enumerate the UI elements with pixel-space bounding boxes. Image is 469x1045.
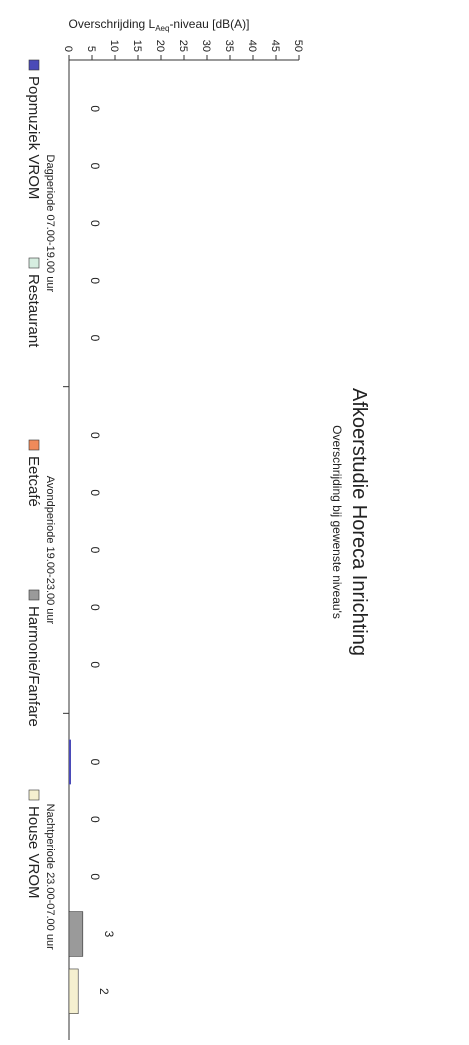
legend-swatch — [28, 439, 40, 451]
bar — [68, 911, 84, 957]
data-label: 0 — [88, 105, 102, 112]
y-tick-label: 5 — [85, 46, 97, 52]
data-label: 0 — [88, 335, 102, 342]
y-tick-label: 15 — [131, 40, 143, 52]
data-label: 0 — [88, 759, 102, 766]
legend-label: House VROM — [25, 806, 42, 899]
y-tick-label: 35 — [223, 40, 235, 52]
data-label: 3 — [102, 931, 116, 938]
data-label: 0 — [88, 547, 102, 554]
period-label: Dagperiode 07.00-19.00 uur — [44, 155, 56, 293]
legend-swatch — [28, 789, 40, 801]
y-tick-label: 20 — [154, 40, 166, 52]
y-tick-label: 0 — [62, 46, 74, 52]
axes — [63, 59, 299, 1040]
bar — [69, 739, 71, 785]
chart-subtitle: Overschrijding bij gewenste niveau's — [330, 425, 344, 619]
y-tick-label: 10 — [108, 40, 120, 52]
legend-swatch — [28, 589, 40, 601]
y-tick-label: 25 — [177, 40, 189, 52]
legend-swatch — [28, 257, 40, 269]
value-labels: 0 0 0 0 0 0 0 0 0 0 0 0 0 3 2 — [88, 105, 116, 995]
y-tick-label: 45 — [269, 40, 281, 52]
y-tick-label: 30 — [200, 40, 212, 52]
data-label: 0 — [88, 816, 102, 823]
y-axis-title-main: Overschrijding L — [69, 17, 156, 31]
legend-label: Harmonie/Fanfare — [25, 606, 42, 727]
y-axis-title-sub: Aeq — [155, 24, 169, 33]
data-label: 0 — [88, 163, 102, 170]
bar — [68, 968, 79, 1014]
data-label: 0 — [88, 661, 102, 668]
y-axis-ticks: 0 5 10 15 20 25 30 35 40 45 50 — [62, 40, 304, 60]
data-label: 2 — [97, 988, 111, 995]
data-label: 0 — [88, 432, 102, 439]
y-axis-title: Overschrijding LAeq-niveau [dB(A)] — [69, 17, 250, 33]
y-axis-title-rest: -niveau [dB(A)] — [169, 17, 249, 31]
bars — [68, 739, 84, 1014]
legend-label: Eetcafé — [25, 456, 42, 507]
period-labels: Dagperiode 07.00-19.00 uur Avondperiode 1… — [44, 155, 56, 951]
data-label: 0 — [88, 489, 102, 496]
legend-swatch — [28, 59, 40, 71]
period-label: Avondperiode 19.00-23.00 uur — [44, 476, 56, 625]
data-label: 0 — [88, 220, 102, 227]
data-label: 0 — [88, 277, 102, 284]
legend-label: Popmuziek VROM — [25, 76, 42, 199]
legend-label: Restaurant — [25, 274, 42, 348]
period-label: Nachtperiode 23.00-07.00 uur — [44, 804, 56, 950]
legend: Popmuziek VROM Restaurant Eetcafé Harmonie/… — [25, 59, 42, 899]
data-label: 0 — [88, 604, 102, 611]
y-tick-label: 50 — [292, 40, 304, 52]
y-tick-label: 40 — [246, 40, 258, 52]
chart-title: Afkoerstudie Horeca Inrichting — [348, 388, 370, 656]
data-label: 0 — [88, 873, 102, 880]
